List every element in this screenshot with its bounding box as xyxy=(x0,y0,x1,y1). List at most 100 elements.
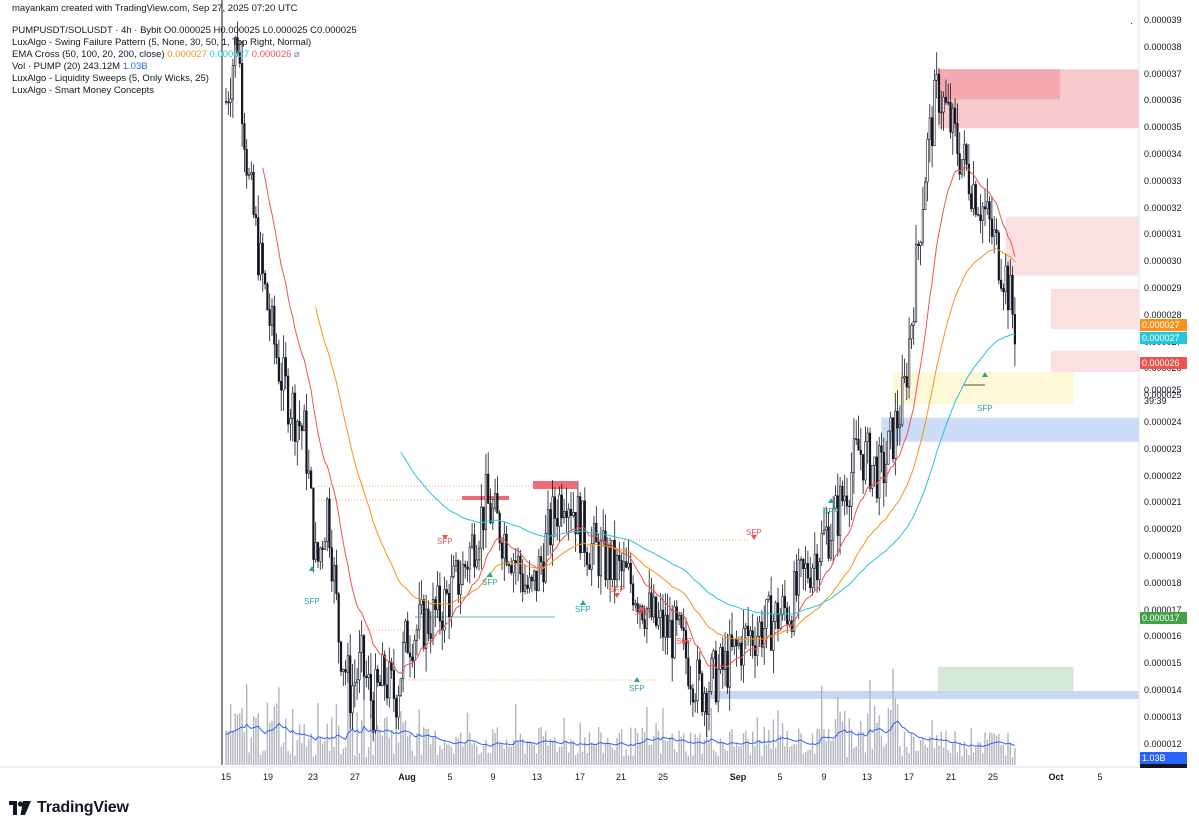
candle-body xyxy=(353,682,356,687)
volume-bar xyxy=(908,753,910,765)
candle-body xyxy=(882,451,885,483)
volume-bar xyxy=(455,736,457,765)
candle-body xyxy=(351,685,354,714)
candle-body xyxy=(321,547,324,550)
vol-label: Vol · PUMP (20) xyxy=(12,61,81,72)
volume-bar xyxy=(501,744,503,765)
volume-bar xyxy=(457,738,459,765)
candle-body xyxy=(286,375,290,425)
volume-bar xyxy=(825,741,827,765)
volume-bar xyxy=(1014,747,1016,765)
candle-body xyxy=(944,96,947,103)
volume-bar xyxy=(377,725,379,765)
volume-bar xyxy=(689,732,692,765)
time-tick-label: Oct xyxy=(1048,772,1064,782)
legend-volume[interactable]: Vol · PUMP (20) 243.12M 1.03B xyxy=(12,61,148,73)
candle-body xyxy=(358,652,361,681)
candle-body xyxy=(988,201,991,220)
price-tick-label: 0.000025 xyxy=(1144,390,1182,401)
volume-bar xyxy=(694,734,696,765)
legend-sfp-indicator[interactable]: LuxAlgo - Swing Failure Pattern (5, None… xyxy=(12,37,312,48)
volume-bar xyxy=(901,755,903,765)
legend-liquidity-sweeps[interactable]: LuxAlgo - Liquidity Sweeps (5, Only Wick… xyxy=(12,73,209,84)
sfp-bullish-label: SFP xyxy=(629,684,645,693)
volume-bar xyxy=(351,706,354,765)
volume-bar xyxy=(749,754,752,765)
candle-body xyxy=(475,559,478,568)
legend-ema-cross[interactable]: EMA Cross (50, 100, 20, 200, close) 0.00… xyxy=(12,49,300,61)
candle-body xyxy=(319,547,322,562)
volume-bar xyxy=(917,750,919,765)
legend-symbol[interactable]: PUMPUSDT/SOLUSDT · 4h · Bybit O0.000025 … xyxy=(12,25,357,36)
volume-bar xyxy=(933,747,936,765)
candle-body xyxy=(546,509,550,534)
volume-bar xyxy=(418,709,420,765)
volume-bar xyxy=(614,750,616,765)
volume-bar xyxy=(275,703,278,765)
candle-body xyxy=(804,563,807,570)
volume-bar xyxy=(565,740,568,765)
volume-bar xyxy=(363,666,365,765)
volume-bar xyxy=(683,733,685,765)
candle-body xyxy=(381,654,384,686)
candle-body xyxy=(362,635,366,677)
candle-body xyxy=(480,506,483,549)
volume-bar xyxy=(478,754,480,765)
volume-bar xyxy=(328,750,331,765)
volume-bar xyxy=(588,731,591,765)
volume-bar xyxy=(855,746,857,765)
candle-body xyxy=(404,620,407,643)
price-tick-label: 0.000018 xyxy=(1144,577,1182,588)
volume-bar xyxy=(423,727,425,765)
volume-bar xyxy=(986,739,988,765)
candle-body xyxy=(857,439,860,451)
volume-bar xyxy=(892,668,894,765)
candle-body xyxy=(845,495,849,507)
candle-body xyxy=(749,630,752,637)
candle-body xyxy=(1011,274,1014,315)
candle-body xyxy=(553,496,556,519)
candle-body xyxy=(822,529,826,534)
candle-body xyxy=(344,669,347,673)
volume-bar xyxy=(800,733,802,765)
candle-body xyxy=(355,679,359,684)
candle-body xyxy=(1004,265,1007,293)
candle-body xyxy=(461,564,465,585)
volume-bar xyxy=(342,748,344,765)
candle-body xyxy=(227,101,230,104)
volume-bar xyxy=(666,740,669,765)
candle-body xyxy=(832,507,835,541)
volume-bar xyxy=(775,747,777,765)
price-tick-label: 0.000035 xyxy=(1144,122,1182,133)
legend-smc[interactable]: LuxAlgo - Smart Money Concepts xyxy=(12,85,155,96)
tradingview-logo[interactable]: TradingView xyxy=(9,798,129,818)
volume-bar xyxy=(338,725,340,765)
candle-body xyxy=(746,625,750,637)
candle-body xyxy=(399,678,402,696)
volume-bar xyxy=(331,717,333,765)
candle-body xyxy=(533,570,536,582)
candle-body xyxy=(735,638,738,647)
volume-bar xyxy=(885,743,887,765)
price-tick-label: 0.000013 xyxy=(1144,711,1182,722)
volume-bar xyxy=(818,728,821,765)
candle-body xyxy=(811,567,814,589)
volume-bar xyxy=(781,723,784,765)
candle-body xyxy=(229,98,232,104)
volume-bar xyxy=(298,724,301,765)
candle-body xyxy=(629,562,632,585)
volume-bar xyxy=(574,755,577,765)
tradingview-brand: TradingView xyxy=(37,799,129,816)
candle-body xyxy=(790,620,793,632)
candle-body xyxy=(843,495,846,502)
candle-body xyxy=(668,620,671,638)
candle-body xyxy=(413,640,416,662)
candle-body xyxy=(866,432,869,443)
volume-bar xyxy=(266,702,269,765)
volume-bar xyxy=(533,744,535,765)
volume-bar xyxy=(965,749,968,765)
vol-value-1: 243.12M xyxy=(83,61,121,72)
candle-body xyxy=(880,445,883,453)
candle-body xyxy=(482,506,485,531)
